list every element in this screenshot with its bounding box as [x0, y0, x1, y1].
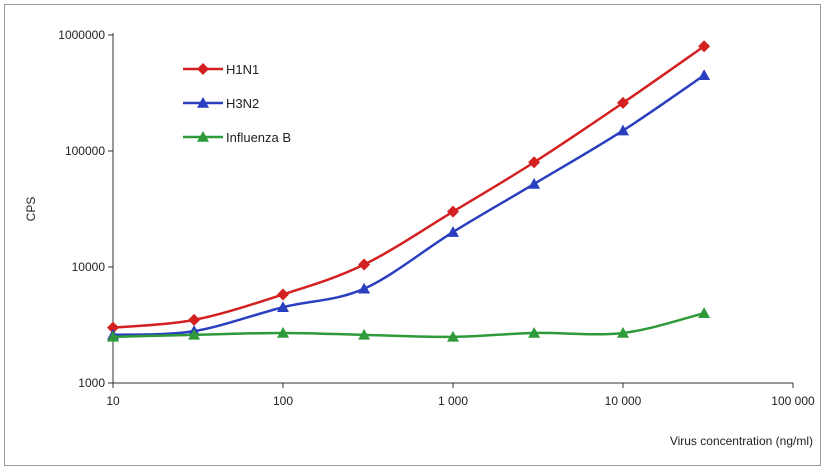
series-line-h1n1 [112, 45, 705, 329]
legend-item-h1n1: H1N1 [183, 62, 259, 77]
legend-marker-h3n2 [197, 97, 209, 108]
series-layer [107, 40, 711, 342]
data-point-h1n1 [358, 258, 371, 271]
series-line-h3n2 [112, 74, 705, 337]
data-point-h1n1 [107, 321, 119, 334]
data-point-h1n1 [617, 96, 629, 109]
y-tick-label: 100000 [65, 144, 105, 158]
data-point-h3n2 [447, 226, 459, 237]
data-point-influenza-b [528, 326, 541, 338]
data-point-influenza-b [277, 326, 289, 338]
legend-item-influenza-b: Influenza B [183, 130, 291, 145]
x-axis-title: Virus concentration (ng/ml) [670, 434, 813, 448]
data-point-h1n1 [277, 288, 289, 301]
x-tick-label: 100 000 [771, 394, 815, 408]
series-h1n1 [107, 40, 711, 334]
data-point-h3n2 [358, 282, 371, 294]
series-h3n2 [107, 69, 711, 340]
data-point-h3n2 [698, 69, 711, 81]
data-point-h3n2 [528, 177, 541, 189]
x-tick-label: 10 000 [605, 394, 642, 408]
legend-marker-h1n1 [197, 63, 209, 75]
data-point-influenza-b [358, 328, 371, 340]
x-tick-label: 1 000 [438, 394, 468, 408]
data-point-h1n1 [188, 313, 201, 326]
legend: H1N1 H3N2 Influenza B [183, 62, 291, 145]
y-axis-title: CPS [24, 197, 38, 222]
data-point-h1n1 [698, 40, 711, 53]
data-point-h3n2 [277, 301, 289, 313]
series-influenza-b [107, 307, 711, 342]
data-point-influenza-b [617, 326, 629, 338]
x-axis-ticks: 10 100 1 000 10 000 100 000 [106, 383, 815, 408]
data-point-influenza-b [698, 307, 711, 318]
y-tick-label: 1000 [78, 376, 105, 390]
legend-label-h3n2: H3N2 [226, 96, 259, 111]
legend-item-h3n2: H3N2 [183, 96, 259, 111]
y-axis-ticks: 1000 10000 100000 1000000 [58, 28, 113, 390]
data-point-influenza-b [188, 328, 201, 340]
legend-marker-influenza-b [197, 131, 209, 142]
x-tick-label: 10 [106, 394, 120, 408]
y-tick-label: 1000000 [58, 28, 105, 42]
y-tick-label: 10000 [72, 260, 106, 274]
data-point-h1n1 [528, 156, 541, 169]
chart-frame: 1000 10000 100000 1000000 10 100 1 000 10 000 1… [4, 4, 821, 466]
legend-label-h1n1: H1N1 [226, 62, 259, 77]
series-line-influenza-b [112, 311, 705, 339]
data-point-h1n1 [447, 205, 459, 218]
x-tick-label: 100 [273, 394, 293, 408]
data-point-influenza-b [107, 330, 119, 342]
data-point-h3n2 [617, 124, 629, 136]
legend-label-influenza-b: Influenza B [226, 130, 291, 145]
data-point-influenza-b [447, 330, 459, 342]
